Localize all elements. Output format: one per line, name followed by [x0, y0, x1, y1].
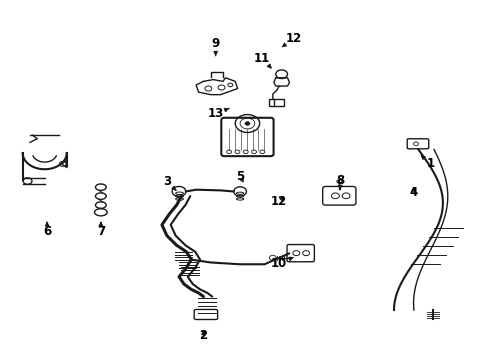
Text: 13: 13 [208, 107, 229, 120]
Text: 2: 2 [199, 329, 208, 342]
Text: 1: 1 [421, 156, 435, 170]
Text: 10: 10 [271, 257, 293, 270]
Text: 3: 3 [163, 175, 176, 190]
Text: 9: 9 [212, 37, 220, 56]
Text: 4: 4 [410, 186, 417, 199]
FancyBboxPatch shape [270, 99, 284, 107]
FancyBboxPatch shape [221, 118, 273, 156]
Text: 8: 8 [336, 174, 344, 189]
Text: 11: 11 [254, 51, 271, 68]
FancyBboxPatch shape [407, 139, 429, 149]
Text: 6: 6 [43, 222, 51, 238]
Text: 7: 7 [97, 222, 105, 238]
Text: 5: 5 [236, 170, 244, 183]
Text: 12: 12 [271, 195, 287, 208]
FancyBboxPatch shape [287, 244, 315, 262]
Text: 12: 12 [283, 32, 302, 47]
Circle shape [245, 122, 250, 125]
FancyBboxPatch shape [194, 310, 218, 319]
FancyBboxPatch shape [323, 186, 356, 205]
